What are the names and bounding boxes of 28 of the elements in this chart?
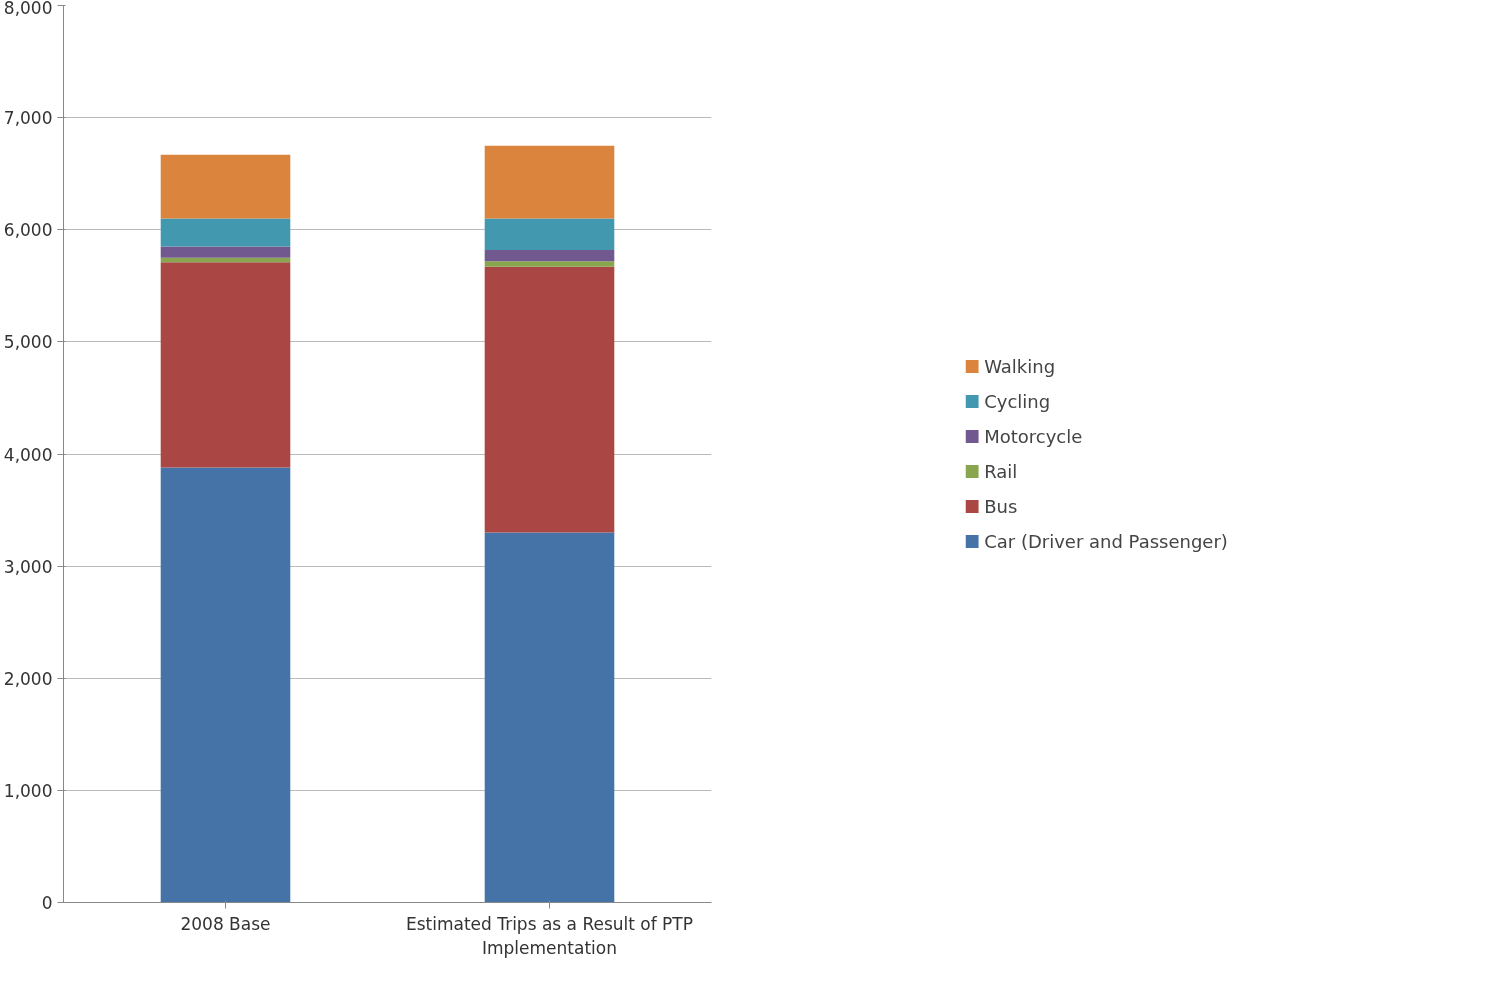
legend-label: Car (Driver and Passenger) [984, 530, 1228, 552]
y-tick-label: 4,000 [3, 444, 53, 465]
legend-label: Cycling [984, 390, 1051, 412]
legend-label: Rail [984, 460, 1018, 482]
y-tick-label: 0 [41, 893, 53, 913]
bar [484, 266, 615, 533]
y-tick-label: 2,000 [3, 668, 53, 689]
y-tick-label: 8,000 [3, 0, 53, 18]
bar [484, 145, 615, 219]
bar [484, 532, 615, 903]
legend-label: Motorcycle [984, 425, 1083, 447]
bar [484, 249, 615, 262]
bar [160, 154, 291, 219]
bar [160, 218, 291, 247]
y-tick-label: 6,000 [3, 220, 53, 241]
bar [484, 218, 615, 250]
legend-label: Bus [984, 495, 1018, 517]
y-tick-label: 3,000 [3, 556, 53, 577]
bar [160, 467, 291, 903]
x-tick-label: 2008 Base [180, 913, 271, 934]
y-tick-label: 1,000 [3, 780, 53, 801]
bar [160, 262, 291, 468]
bar [484, 261, 615, 267]
y-tick-label: 7,000 [3, 108, 53, 129]
y-tick-label: 5,000 [3, 332, 53, 353]
x-tick-label: Estimated Trips as a Result of PTP Implementation [405, 913, 694, 958]
bar [160, 246, 291, 258]
legend-label: Walking [984, 355, 1056, 377]
